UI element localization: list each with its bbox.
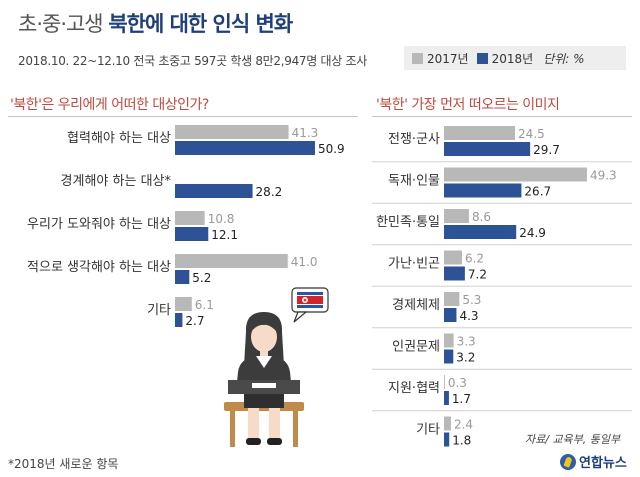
right-value-2018: 4.3 — [459, 309, 478, 323]
left-category-label: 기타 — [147, 303, 171, 318]
source-credit: 자료/ 교육부, 통일부 — [525, 433, 621, 446]
right-category-label: 지원·협력 — [388, 381, 440, 396]
legend-swatch-2017 — [412, 52, 423, 64]
right-value-2018: 26.7 — [524, 185, 551, 199]
left-chart: 협력해야 하는 대상 41.3 50.9 경계해야 하는 대상* 28.2 우리가 도와줘… — [27, 125, 345, 328]
right-bar-2017 — [444, 167, 587, 182]
right-bar-2017 — [444, 292, 460, 306]
right-bar-2018 — [444, 142, 531, 156]
yonhap-logo: 연합뉴스 — [560, 452, 627, 471]
right-category-label: 전쟁·군사 — [388, 132, 440, 147]
right-category-label: 한민족·통일 — [376, 215, 440, 230]
right-value-2018: 3.2 — [456, 351, 475, 365]
right-value-2017: 3.3 — [457, 335, 476, 349]
right-bar-2018 — [444, 266, 465, 281]
right-category-label: 기타 — [416, 423, 440, 438]
title-prefix: 초·중·고생 — [18, 12, 104, 36]
left-bar-2017 — [175, 211, 205, 225]
left-value-2018: 12.1 — [211, 228, 238, 242]
left-value-2018: 50.9 — [318, 142, 345, 156]
left-value-2018: 28.2 — [256, 185, 283, 199]
left-value-2017: 41.0 — [291, 255, 318, 269]
legend-swatch-2018 — [476, 52, 488, 64]
yonhap-logo-text: 연합뉴스 — [579, 456, 627, 471]
right-title-rule — [372, 116, 632, 117]
left-value-2018: 2.7 — [185, 314, 204, 328]
title-main: 북한에 대한 인식 변화 — [108, 12, 293, 36]
right-value-2017: 8.6 — [472, 210, 491, 224]
right-value-2018: 1.7 — [452, 392, 471, 406]
right-bar-2018 — [444, 391, 449, 405]
speech-bubble-tail — [293, 311, 308, 323]
left-value-2018: 5.2 — [192, 271, 211, 285]
right-category-label: 가난·빈곤 — [388, 257, 440, 272]
left-chart-title: '북한'은 우리에게 어떠한 대상인가? — [10, 97, 209, 113]
right-value-2018: 24.9 — [519, 226, 546, 240]
right-value-2017: 6.2 — [465, 252, 484, 266]
left-bar-2018 — [175, 270, 190, 284]
left-title-rule — [8, 116, 358, 117]
right-bar-2017 — [444, 375, 445, 389]
right-value-2018: 1.8 — [452, 434, 471, 448]
footnote: *2018년 새로운 항목 — [8, 457, 119, 471]
legend: 2017년 2018년 단위: % — [404, 46, 626, 70]
right-bar-2018 — [444, 183, 522, 198]
legend-label-2018: 2018년 — [491, 51, 534, 66]
right-chart-title: '북한' 가장 먼저 떠오르는 이미지 — [376, 97, 560, 113]
left-category-label: 협력해야 하는 대상 — [67, 131, 171, 146]
right-category-label: 독재·인물 — [388, 174, 440, 189]
north-korea-flag-icon — [297, 292, 323, 308]
right-bar-2017 — [444, 209, 469, 223]
right-bar-2018 — [444, 349, 454, 364]
left-category-label: 적으로 생각해야 하는 대상 — [27, 260, 171, 275]
left-category-label: 우리가 도와줘야 하는 대상 — [27, 217, 171, 232]
right-bar-2017 — [444, 333, 454, 348]
legend-label-2017: 2017년 — [427, 51, 469, 66]
right-bar-2017 — [444, 416, 451, 431]
right-bar-2018 — [444, 308, 457, 322]
left-bar-2017 — [175, 125, 289, 139]
left-bar-2018 — [175, 313, 183, 327]
page-title: 초·중·고생 북한에 대한 인식 변화 — [18, 8, 293, 38]
right-value-2017: 0.3 — [448, 376, 467, 390]
left-value-2017: 10.8 — [208, 212, 235, 226]
right-value-2017: 49.3 — [590, 169, 617, 183]
student-illustration — [224, 287, 329, 447]
right-value-2017: 2.4 — [454, 418, 473, 432]
left-bar-2018 — [175, 141, 315, 155]
left-value-2017: 6.1 — [195, 298, 214, 312]
right-bar-2017 — [444, 250, 462, 265]
right-value-2018: 7.2 — [468, 268, 487, 282]
right-bar-2017 — [444, 126, 516, 140]
right-category-label: 경제체제 — [392, 298, 440, 313]
right-chart: 전쟁·군사 24.5 29.7 독재·인물 49.3 26.7 한민족·통일 8.6 24.9 가… — [372, 126, 632, 448]
yonhap-logo-icon — [560, 453, 576, 470]
left-value-2017: 41.3 — [292, 126, 319, 140]
left-bar-2017 — [175, 297, 192, 311]
right-value-2017: 5.3 — [462, 293, 481, 307]
left-bar-2017 — [175, 254, 288, 268]
right-value-2017: 24.5 — [518, 127, 545, 141]
survey-subtitle: 2018.10. 22~12.10 전국 초중고 597곳 학생 8만2,947… — [18, 54, 367, 68]
right-bar-2018 — [444, 432, 450, 447]
right-value-2018: 29.7 — [533, 143, 560, 157]
left-bar-2018 — [175, 184, 253, 198]
right-bar-2018 — [444, 225, 517, 239]
left-category-label: 경계해야 하는 대상* — [61, 174, 172, 189]
unit-label: 단위: % — [543, 51, 585, 66]
left-bar-2018 — [175, 227, 209, 241]
right-category-label: 인권문제 — [392, 340, 440, 355]
